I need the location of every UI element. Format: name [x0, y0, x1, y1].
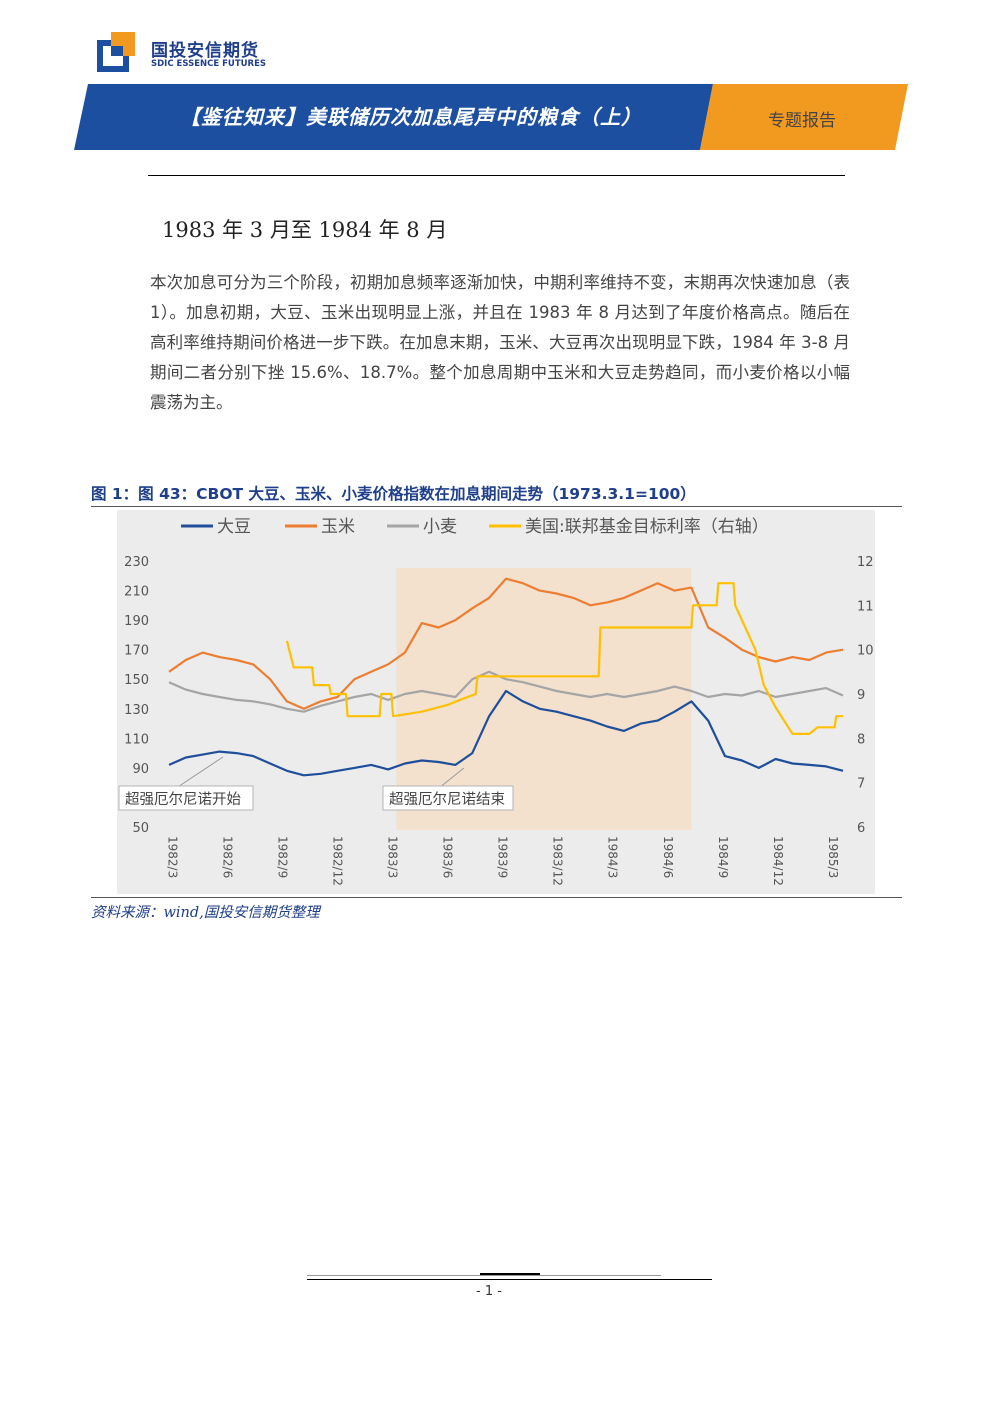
- logo-english-name: SDIC ESSENCE FUTURES: [151, 59, 267, 69]
- y-left-tick-label: 230: [124, 555, 149, 570]
- legend-label: 玉米: [321, 517, 355, 537]
- y-left-tick-label: 190: [124, 614, 149, 629]
- y-right-tick-label: 9: [857, 688, 865, 703]
- y-left-tick-label: 50: [132, 821, 149, 836]
- annotation-label: 超强厄尔尼诺结束: [389, 791, 505, 808]
- y-left-tick-label: 170: [124, 644, 149, 659]
- section-title: 1983 年 3 月至 1984 年 8 月: [162, 218, 448, 242]
- logo-mark-icon: [97, 32, 135, 72]
- y-left-tick-label: 150: [124, 673, 149, 688]
- figure-top-rule: [91, 506, 902, 507]
- y-left-tick-label: 110: [124, 732, 149, 747]
- company-logo: 国投安信期货 SDIC ESSENCE FUTURES: [97, 32, 297, 72]
- x-tick-label: 1985/3: [826, 836, 840, 878]
- footer-rule-accent: [480, 1273, 540, 1275]
- y-right-tick-label: 11: [857, 599, 874, 614]
- x-tick-label: 1982/9: [275, 836, 289, 878]
- x-tick-label: 1984/6: [661, 836, 675, 878]
- x-tick-label: 1984/12: [771, 836, 785, 886]
- y-right-tick-label: 6: [857, 821, 865, 836]
- figure-bottom-rule: [91, 897, 902, 898]
- x-tick-label: 1982/6: [220, 836, 234, 878]
- y-right-tick-label: 12: [857, 555, 874, 570]
- figure-source: 资料来源：wind,国投安信期货整理: [91, 905, 320, 921]
- footer-rule-bottom: [307, 1279, 712, 1280]
- fed-funds-rate-line: [285, 582, 843, 735]
- x-tick-label: 1984/9: [716, 836, 730, 878]
- x-tick-label: 1984/3: [606, 836, 620, 878]
- y-right-tick-label: 8: [857, 732, 865, 747]
- annotation-label: 超强厄尔尼诺开始: [125, 791, 241, 808]
- footer-rule: [307, 1275, 661, 1276]
- y-left-tick-label: 210: [124, 585, 149, 600]
- x-tick-label: 1983/9: [496, 836, 510, 878]
- legend-label: 美国:联邦基金目标利率（右轴）: [525, 517, 769, 537]
- title-banner: [74, 84, 908, 150]
- legend-label: 小麦: [423, 517, 457, 537]
- figure-title: 图 1：图 43：CBOT 大豆、玉米、小麦价格指数在加息期间走势（1973.3…: [91, 485, 696, 503]
- page-number: - 1 -: [476, 1284, 502, 1299]
- y-left-tick-label: 90: [132, 762, 149, 777]
- x-tick-label: 1983/12: [551, 836, 565, 886]
- wheat-line: [168, 670, 844, 713]
- report-title: 【鉴往知来】美联储历次加息尾声中的粮食（上）: [180, 105, 642, 129]
- chart-legend: 大豆 玉米 小麦 美国:联邦基金目标利率（右轴）: [181, 517, 769, 537]
- annotation-leader: [441, 767, 465, 787]
- soybean-line: [168, 689, 844, 777]
- y-right-tick-label: 10: [857, 644, 874, 659]
- body-paragraph: 本次加息可分为三个阶段，初期加息频率逐渐加快，中期利率维持不变，末期再次快速加息…: [150, 273, 850, 412]
- annotation-box: [382, 785, 514, 811]
- logo-chinese-name: 国投安信期货: [151, 41, 259, 61]
- header-divider: [148, 175, 845, 176]
- y-right-tick-label: 7: [857, 777, 865, 792]
- y-left-tick-label: 130: [124, 703, 149, 718]
- corn-line: [168, 577, 844, 710]
- x-tick-label: 1983/3: [386, 836, 400, 878]
- x-tick-label: 1982/3: [165, 836, 179, 878]
- report-type-tag: 专题报告: [768, 111, 836, 131]
- legend-label: 大豆: [217, 517, 251, 537]
- annotation-leader: [179, 756, 224, 787]
- annotation-box: [118, 785, 254, 811]
- x-tick-label: 1983/6: [441, 836, 455, 878]
- x-tick-label: 1982/12: [331, 836, 345, 886]
